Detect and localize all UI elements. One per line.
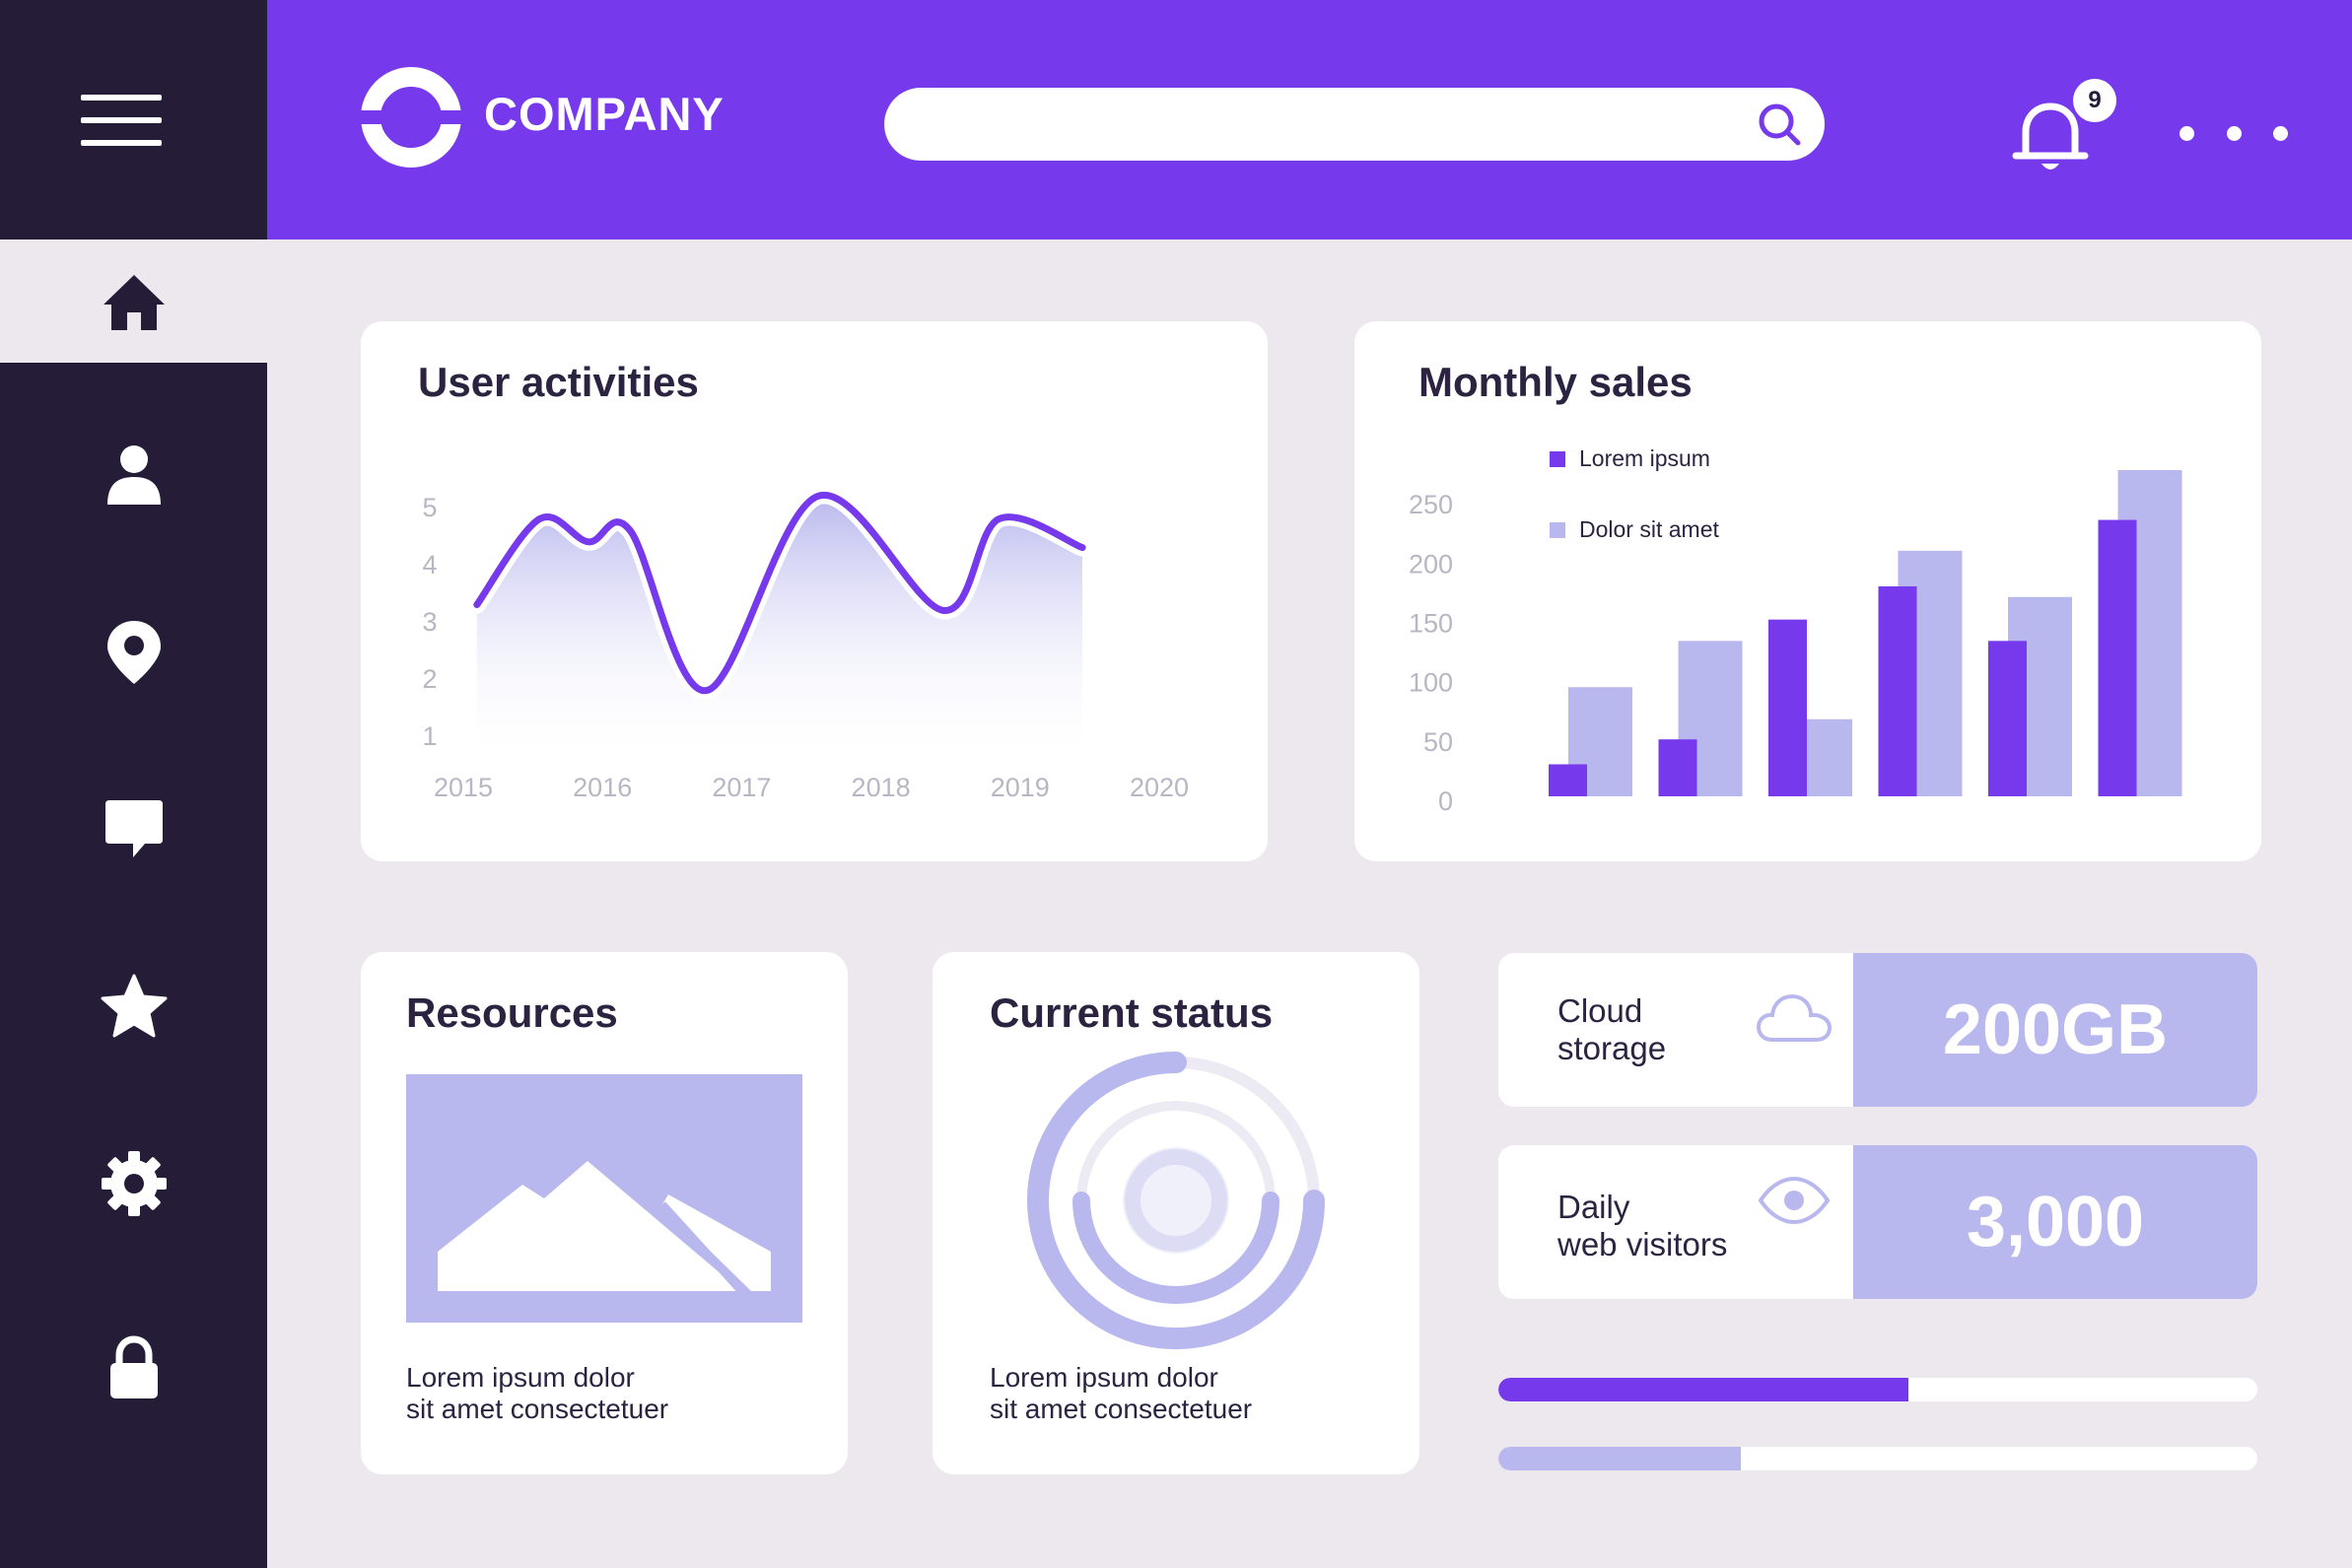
sidebar-item-lock[interactable] (0, 1306, 267, 1429)
sidebar (0, 0, 267, 1568)
x-tick-label: 2017 (712, 773, 771, 802)
sidebar-item-home[interactable] (0, 239, 267, 363)
legend-swatch-1 (1550, 450, 1565, 467)
star-icon (101, 974, 167, 1037)
home-icon (103, 274, 165, 330)
cloud-icon (1756, 993, 1833, 1042)
cloud-storage-value: 200GB (1942, 990, 2169, 1069)
progress-bar-2-fill (1498, 1447, 1742, 1470)
user-activities-card: User activities 1 2 3 4 5 2015 2016 2017 2018 201… (361, 321, 1268, 861)
image-placeholder-icon (406, 1074, 802, 1323)
cloud-storage-label-line2: storage (1557, 1030, 1667, 1066)
daily-visitors-value-box: 3,000 (1853, 1145, 2257, 1299)
bar-series-1 (2098, 519, 2137, 796)
y-tick-label: 50 (1423, 727, 1453, 757)
status-ring-chart (1027, 1052, 1325, 1349)
bar-series-1 (1988, 641, 2027, 796)
y-tick-label: 250 (1409, 490, 1453, 519)
cloud-storage-label: Cloud storage (1557, 992, 1666, 1067)
x-tick-label: 2020 (1130, 773, 1189, 802)
daily-visitors-label: Daily web visitors (1557, 1189, 1727, 1263)
progress-bar-1 (1498, 1378, 2257, 1401)
progress-bar-1-fill (1498, 1378, 1908, 1401)
cloud-storage-label-line1: Cloud (1557, 992, 1643, 1029)
x-tick-label: 2016 (573, 773, 632, 802)
bar-series-1 (1549, 764, 1587, 796)
user-icon (106, 444, 161, 505)
y-tick-label: 1 (422, 721, 437, 751)
menu-cell (0, 0, 267, 239)
location-pin-icon (106, 620, 161, 684)
eye-icon (1758, 1176, 1831, 1225)
bar-series-1 (1768, 619, 1807, 796)
search-icon[interactable] (1756, 101, 1803, 148)
daily-visitors-label-line2: web visitors (1557, 1226, 1728, 1262)
y-tick-label: 0 (1438, 786, 1453, 816)
sidebar-item-user[interactable] (0, 412, 267, 535)
y-tick-label: 150 (1409, 608, 1453, 638)
x-tick-label: 2015 (434, 773, 493, 802)
legend-label-2: Dolor sit amet (1579, 516, 1719, 542)
legend-series-1: Lorem ipsum (1550, 445, 1710, 472)
resources-title: Resources (406, 989, 618, 1036)
monthly-sales-card: Monthly sales Lorem ipsum Dolor sit amet… (1354, 321, 2261, 861)
y-tick-label: 5 (422, 493, 437, 522)
monthly-sales-chart: 0 50 100 150 200 250 (1409, 470, 2182, 816)
search-input[interactable] (884, 88, 1825, 161)
bar-series-1 (1658, 739, 1697, 796)
resources-caption-line1: Lorem ipsum dolor (406, 1362, 635, 1393)
y-tick-label: 4 (422, 550, 437, 579)
cloud-storage-value-box: 200GB (1853, 953, 2257, 1107)
x-tick-label: 2018 (852, 773, 911, 802)
x-tick-label: 2019 (991, 773, 1050, 802)
cloud-storage-stat: Cloud storage 200GB (1498, 953, 2257, 1107)
user-activities-chart: 1 2 3 4 5 2015 2016 2017 2018 2019 2020 (422, 486, 1189, 802)
sidebar-item-favorites[interactable] (0, 944, 267, 1067)
progress-bar-2 (1498, 1447, 2257, 1470)
more-options-icon[interactable] (2179, 118, 2288, 148)
series-area (476, 495, 1083, 765)
y-tick-label: 200 (1409, 549, 1453, 579)
sidebar-item-chat[interactable] (0, 767, 267, 890)
sidebar-item-location[interactable] (0, 589, 267, 713)
bar-series-1 (1878, 585, 1917, 796)
current-status-card: Current status Lorem ipsum dolor sit ame… (933, 952, 1419, 1474)
legend-label-1: Lorem ipsum (1579, 445, 1710, 471)
user-activities-title: User activities (418, 359, 699, 405)
lock-icon (109, 1334, 158, 1398)
hamburger-menu-icon[interactable] (81, 95, 162, 146)
current-status-caption-line2: sit amet consectetuer (990, 1394, 1253, 1424)
series-line (473, 491, 1086, 695)
daily-visitors-label-line1: Daily (1557, 1189, 1630, 1225)
chat-bubble-icon (104, 799, 163, 857)
current-status-caption: Lorem ipsum dolor sit amet consectetuer (990, 1362, 1252, 1425)
y-tick-label: 2 (422, 664, 437, 694)
brand-name: COMPANY (484, 88, 725, 140)
y-tick-label: 3 (422, 607, 437, 637)
daily-visitors-value: 3,000 (1966, 1183, 2145, 1261)
current-status-title: Current status (990, 989, 1274, 1036)
company-logo-icon (361, 67, 461, 168)
notification-badge: 9 (2073, 79, 2116, 122)
sidebar-item-settings[interactable] (0, 1122, 267, 1245)
bell-icon[interactable] (2012, 97, 2089, 177)
gear-icon (101, 1150, 167, 1216)
current-status-caption-line1: Lorem ipsum dolor (990, 1362, 1218, 1393)
top-header: COMPANY 9 (267, 0, 2352, 239)
resources-caption: Lorem ipsum dolor sit amet consectetuer (406, 1362, 668, 1425)
monthly-sales-title: Monthly sales (1418, 359, 1693, 405)
legend-series-2: Dolor sit amet (1550, 516, 1719, 543)
y-tick-label: 100 (1409, 668, 1453, 698)
legend-swatch-2 (1550, 521, 1565, 538)
resources-caption-line2: sit amet consectetuer (406, 1394, 669, 1424)
resources-card: Resources Lorem ipsum dolor sit amet con… (361, 952, 848, 1474)
daily-visitors-stat: Daily web visitors 3,000 (1498, 1145, 2257, 1299)
